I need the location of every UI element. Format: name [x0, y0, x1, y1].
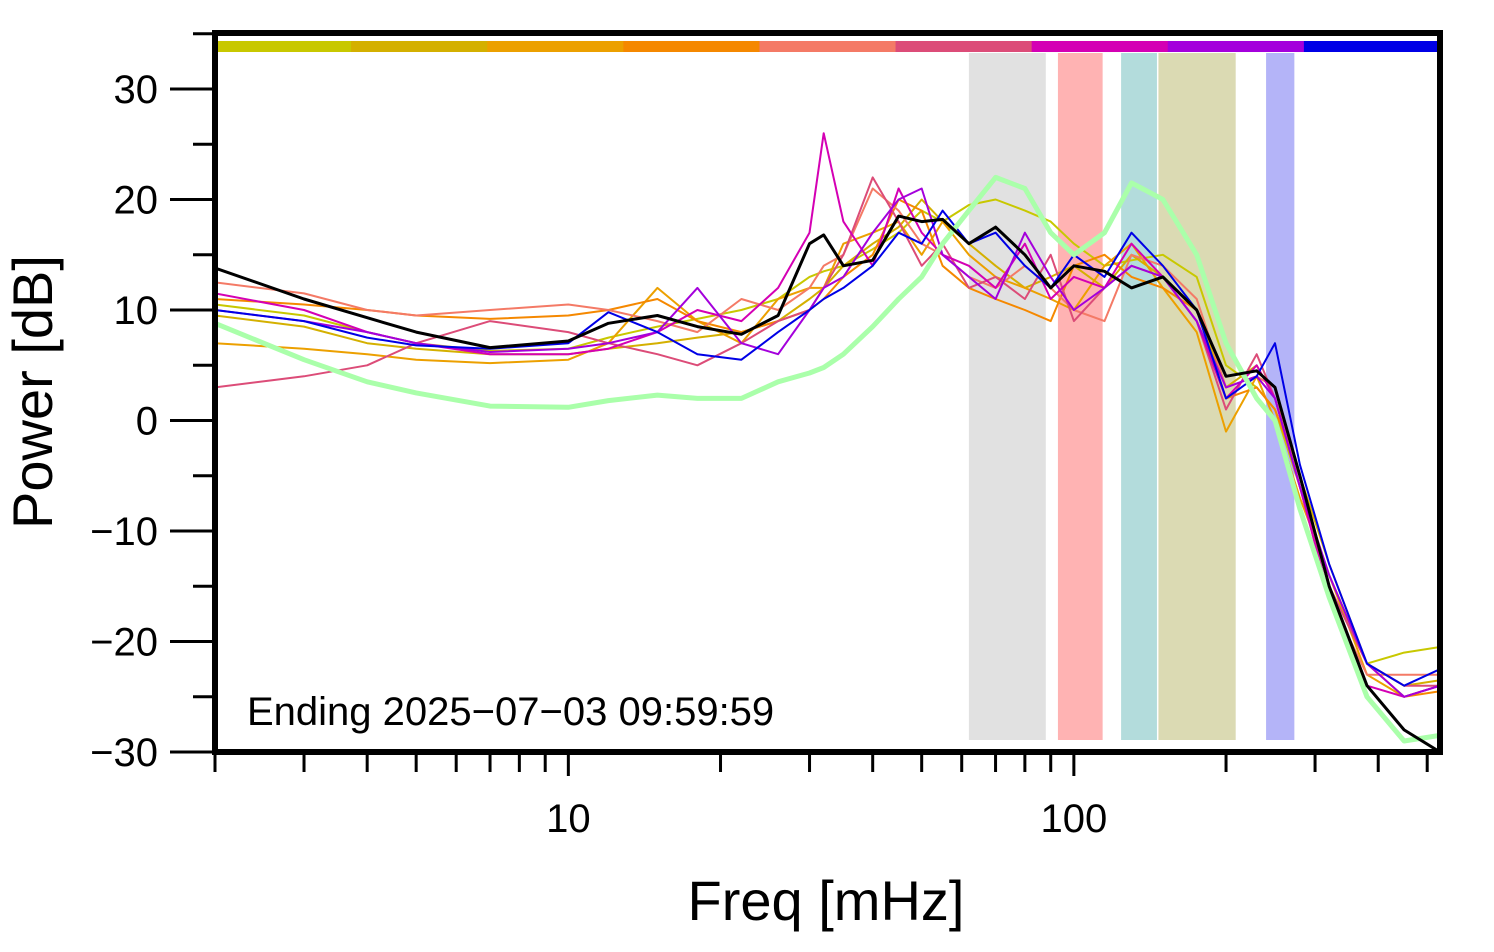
x-tick-label: 100 — [1040, 797, 1107, 841]
series-line — [215, 198, 1440, 698]
y-tick-label: 0 — [136, 400, 158, 444]
color-bar-segment — [623, 41, 760, 52]
series-line — [215, 187, 1440, 698]
series-line — [215, 198, 1440, 665]
x-axis-label: Freq [mHz] — [688, 869, 965, 932]
color-bar-segment — [759, 41, 897, 52]
y-tick-label: 30 — [114, 68, 159, 112]
series-line — [215, 187, 1440, 676]
frequency-band — [1158, 53, 1236, 740]
y-tick-label: −20 — [90, 621, 158, 665]
y-tick-label: −30 — [90, 731, 158, 775]
series-line — [215, 209, 1440, 687]
color-bar-segment — [487, 41, 624, 52]
y-tick-label: −10 — [90, 510, 158, 554]
frequency-band — [968, 53, 1046, 740]
y-tick-label: 20 — [114, 179, 159, 223]
series-line — [215, 220, 1440, 698]
color-bar-segment — [1031, 41, 1169, 52]
frequency-band — [1121, 53, 1157, 740]
frequency-band — [1266, 53, 1295, 740]
y-axis-label: Power [dB] — [1, 255, 64, 529]
color-bar-segment — [351, 41, 488, 52]
color-bar-segment — [1303, 41, 1441, 52]
series-line — [215, 132, 1440, 698]
annotation: Ending 2025−07−03 09:59:59 — [247, 690, 774, 734]
x-tick-label: 10 — [546, 797, 591, 841]
color-bar-segment — [895, 41, 1033, 52]
series-line — [215, 174, 1440, 744]
series-line — [215, 176, 1440, 687]
y-tick-label: 10 — [114, 289, 159, 333]
plot-frame — [212, 30, 1443, 755]
color-bar-segment — [215, 41, 352, 52]
frequency-band — [1057, 53, 1103, 740]
series-line — [215, 214, 1440, 752]
color-bar-segment — [1167, 41, 1305, 52]
series-line — [215, 198, 1440, 687]
